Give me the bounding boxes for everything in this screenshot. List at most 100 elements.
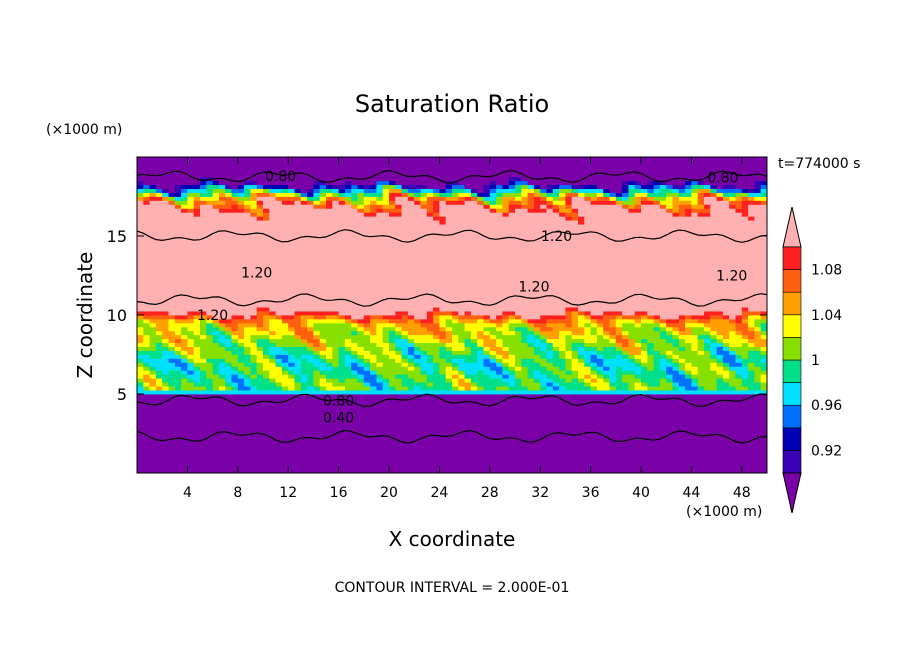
heatmap-cell bbox=[269, 330, 276, 336]
heatmap-cell bbox=[300, 239, 308, 245]
heatmap-cell bbox=[162, 303, 169, 308]
heatmap-cell bbox=[477, 433, 484, 438]
heatmap-cell bbox=[174, 243, 182, 249]
heatmap-cell bbox=[508, 465, 516, 470]
heatmap-cell bbox=[250, 358, 258, 363]
heatmap-cell bbox=[382, 318, 390, 324]
heatmap-cell bbox=[382, 315, 390, 320]
heatmap-cell bbox=[281, 425, 289, 430]
heatmap-cell bbox=[382, 228, 390, 233]
heatmap-cell bbox=[414, 390, 421, 395]
heatmap-cell bbox=[420, 255, 428, 261]
heatmap-cell bbox=[477, 417, 484, 423]
heatmap-cell bbox=[326, 251, 333, 257]
heatmap-cell bbox=[439, 279, 447, 284]
heatmap-cell bbox=[269, 425, 276, 430]
heatmap-cell bbox=[458, 366, 465, 371]
heatmap-cell bbox=[458, 326, 465, 332]
heatmap-cell bbox=[401, 433, 409, 438]
heatmap-cell bbox=[426, 164, 434, 170]
heatmap-cell bbox=[401, 251, 409, 257]
heatmap-cell bbox=[370, 338, 377, 344]
heatmap-cell bbox=[137, 421, 144, 426]
heatmap-cell bbox=[237, 239, 245, 245]
heatmap-cell bbox=[452, 271, 459, 276]
heatmap-cell bbox=[420, 287, 428, 292]
heatmap-cell bbox=[200, 208, 207, 213]
heatmap-cell bbox=[515, 176, 522, 182]
heatmap-cell bbox=[502, 433, 510, 438]
heatmap-cell bbox=[458, 401, 465, 407]
heatmap-cell bbox=[313, 279, 321, 284]
heatmap-cell bbox=[426, 390, 434, 395]
heatmap-cell bbox=[407, 346, 415, 351]
heatmap-cell bbox=[143, 330, 150, 336]
heatmap-cell bbox=[470, 390, 478, 395]
heatmap-cell bbox=[521, 469, 528, 473]
heatmap-cell bbox=[508, 220, 516, 225]
heatmap-cell bbox=[193, 168, 201, 174]
heatmap-cell bbox=[445, 437, 453, 442]
heatmap-cell bbox=[515, 382, 522, 387]
heatmap-cell bbox=[168, 176, 176, 182]
heatmap-cell bbox=[363, 224, 371, 229]
heatmap-cell bbox=[521, 362, 528, 367]
heatmap-cell bbox=[389, 425, 396, 430]
heatmap-cell bbox=[464, 263, 472, 268]
heatmap-cell bbox=[433, 326, 440, 332]
heatmap-cell bbox=[445, 176, 453, 182]
heatmap-cell bbox=[338, 315, 346, 320]
heatmap-cell bbox=[187, 445, 195, 450]
heatmap-cell bbox=[351, 366, 358, 371]
heatmap-cell bbox=[357, 417, 365, 423]
heatmap-cell bbox=[344, 362, 352, 367]
heatmap-cell bbox=[326, 271, 333, 276]
heatmap-cell bbox=[470, 295, 478, 300]
heatmap-cell bbox=[508, 160, 516, 166]
heatmap-cell bbox=[319, 228, 327, 233]
heatmap-cell bbox=[200, 358, 207, 363]
heatmap-cell bbox=[319, 334, 327, 340]
heatmap-cell bbox=[483, 326, 491, 332]
heatmap-cell bbox=[181, 295, 188, 300]
heatmap-cell bbox=[174, 330, 182, 336]
heatmap-cell bbox=[414, 346, 421, 351]
heatmap-cell bbox=[181, 469, 188, 473]
heatmap-cell bbox=[256, 326, 264, 332]
heatmap-cell bbox=[200, 164, 207, 170]
heatmap-cell bbox=[244, 271, 251, 276]
heatmap-cell bbox=[193, 279, 201, 284]
heatmap-cell bbox=[193, 180, 201, 186]
heatmap-cell bbox=[370, 318, 377, 324]
heatmap-cell bbox=[426, 216, 434, 221]
heatmap-cell bbox=[389, 251, 396, 257]
heatmap-cell bbox=[395, 196, 402, 201]
heatmap-cell bbox=[363, 307, 371, 312]
heatmap-cell bbox=[326, 315, 333, 320]
heatmap-cell bbox=[155, 465, 163, 470]
heatmap-cell bbox=[149, 370, 157, 375]
heatmap-cell bbox=[452, 172, 459, 178]
heatmap-cell bbox=[521, 228, 528, 233]
heatmap-cell bbox=[212, 271, 220, 276]
heatmap-cell bbox=[155, 358, 163, 363]
heatmap-cell bbox=[212, 315, 220, 320]
heatmap-cell bbox=[470, 299, 478, 304]
heatmap-cell bbox=[376, 318, 384, 324]
heatmap-cell bbox=[452, 330, 459, 336]
heatmap-cell bbox=[389, 370, 396, 375]
heatmap-cell bbox=[515, 433, 522, 438]
heatmap-cell bbox=[162, 168, 169, 174]
heatmap-cell bbox=[263, 362, 270, 367]
heatmap-cell bbox=[143, 196, 150, 201]
heatmap-cell bbox=[319, 401, 327, 407]
heatmap-cell bbox=[351, 401, 358, 407]
heatmap-cell bbox=[420, 374, 428, 379]
heatmap-cell bbox=[174, 425, 182, 430]
heatmap-cell bbox=[338, 287, 346, 292]
heatmap-cell bbox=[344, 374, 352, 379]
heatmap-cell bbox=[193, 405, 201, 411]
heatmap-cell bbox=[137, 157, 144, 162]
heatmap-cell bbox=[370, 457, 377, 462]
heatmap-cell bbox=[168, 409, 176, 415]
